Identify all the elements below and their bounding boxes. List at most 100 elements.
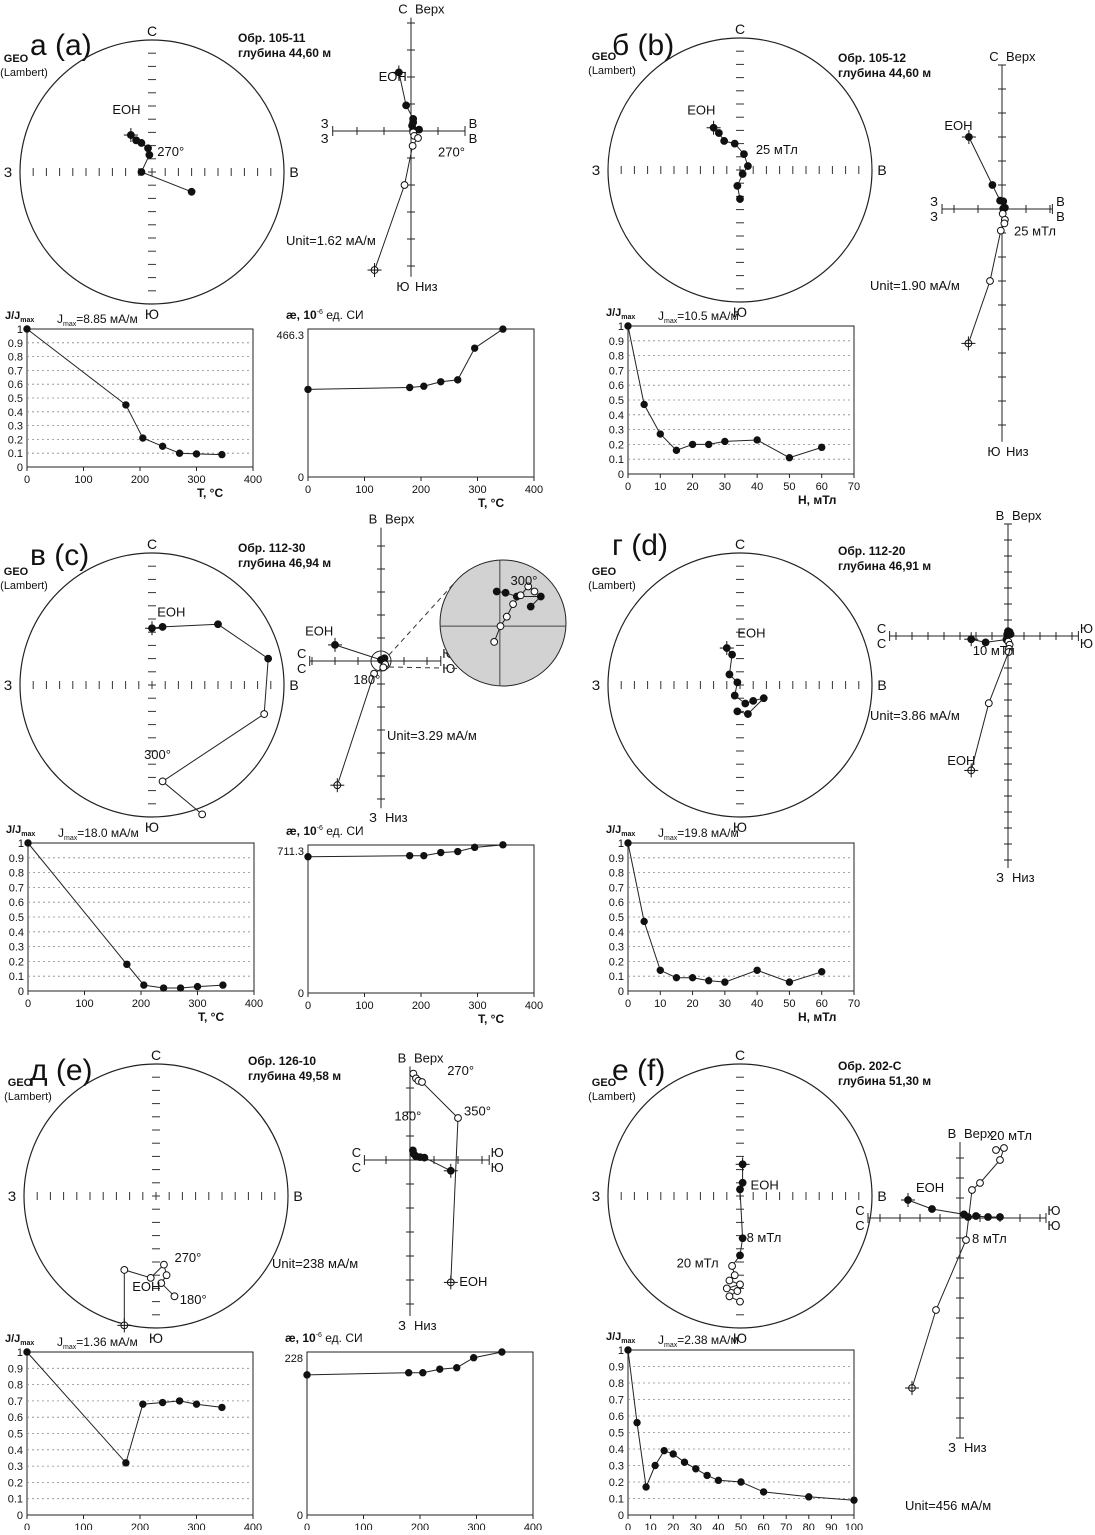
stereo-south-label: Ю [733,304,747,320]
plot-y-axis-symbol: æ, 10 [286,824,317,838]
susceptibility-plot: 466.3 0 æ, 10-6 ед. СИ 0 100 200 300 400 T, °C [276,308,543,510]
demagnetization-plot: 0 0.1 0.2 0.3 0.4 0.5 0.6 0.7 0.8 0.9 1J/Jmax Jmax=… [6,824,263,1024]
plot-y-tick-label: 1 [618,838,624,850]
zijderveld-inset: 300° [370,559,567,687]
plot-x-tick-label: 400 [245,998,263,1010]
zijd-left-label: С [877,636,886,651]
zijd-annotation: ЕОН [379,69,407,84]
panel-letter: д (e) [30,1054,93,1087]
stereo-direction-point [730,139,739,148]
zijd-annotation: 180° [394,1108,421,1123]
zijd-bottom-label: Ю [987,444,1000,459]
inset-horizontal-point [492,587,501,596]
plot-frame [27,842,255,992]
plot-y-tick-label: 0.3 [8,1461,23,1473]
zijd-right-label: Ю [1080,636,1093,651]
stereo-west-label: З [592,162,600,178]
plot-y-axis-units: ед. СИ [323,824,364,838]
plot-x-tick-label: 200 [411,1522,429,1530]
sample-depth: глубина 44,60 м [238,46,331,60]
plot-jmax-label: Jmax=1.36 мА/м [57,1335,138,1351]
plot-x-tick-label: 300 [467,1522,485,1530]
stereonet-circle [23,1063,289,1329]
zijd-nrm-horizontal-marker [391,65,406,80]
plot-y-tick-label: 0.6 [609,897,624,909]
plot-data-point [692,1465,700,1473]
plot-data-point [192,450,201,458]
zijd-vertical-point [1000,219,1009,228]
zijd-annotation: ЕОН [916,1180,944,1195]
plot-data-point [158,1398,167,1407]
plot-data-point [24,839,32,847]
plot-data-point [753,966,761,974]
sample-id: Обр. 202-С [838,1059,902,1073]
plot-y-tick-label: 0.1 [609,971,624,983]
plot-x-axis-label: T, °C [478,496,504,510]
plot-x-tick-label: 0 [305,1000,311,1012]
plot-x-tick-label: 400 [525,1000,543,1012]
stereo-direction-point [741,699,750,708]
plot-y-tick-label: 0.6 [9,897,24,909]
zijd-left-label: С [877,621,886,636]
stereo-direction-point [728,650,736,659]
plot-y-axis-units: ед. СИ [322,1331,363,1345]
zijd-horizontal-point [972,1212,980,1220]
stereo-direction-point [728,1262,736,1270]
plot-x-tick-label: 10 [644,1522,656,1530]
plot-x-tick-label: 30 [719,998,731,1010]
stereo-projection-sublabel: (Lambert) [588,1091,636,1103]
plot-data-point [721,437,729,446]
zijd-left-label: С [855,1203,864,1218]
plot-x-tick-label: 100 [75,998,93,1010]
plot-y-tick-label: 0.5 [609,395,624,407]
plot-x-tick-label: 200 [131,1522,149,1530]
plot-jmax-sub: max [64,835,78,842]
stereo-nrm-marker [735,1157,750,1172]
zijd-annotation: 270° [438,145,465,160]
plot-y-tick-label: 0.3 [609,425,624,437]
zijd-unit-label: Unit=1.90 мА/м [870,278,960,293]
plot-y-axis-label: J/Jmax [606,307,635,321]
zijd-right-label: В [469,131,478,146]
zijd-unit-label: Unit=3.86 мА/м [870,708,960,723]
plot-y-tick-label: 0.5 [8,393,23,405]
stereo-direction-point [187,187,196,196]
demagnetization-plot: 0 0.1 0.2 0.3 0.4 0.5 0.6 0.7 0.8 0.9 1J/Jmax Jmax=… [5,1333,262,1535]
plot-data-point [470,843,479,852]
plot-x-tick-label: 100 [355,1000,373,1012]
inset-connector [388,666,459,669]
plot-x-axis-label: T, °C [197,486,223,500]
plot-y-axis-label: J/Jmax [5,1333,34,1347]
stereo-east-label: В [289,164,298,180]
stereo-projection-label: GEO [4,53,29,65]
plot-x-tick-label: 40 [712,1522,724,1530]
plot-jmax-label: Jmax=19.8 мА/м [658,826,739,842]
plot-data-point [123,960,131,969]
plot-y-axis-label-sub: max [20,317,34,324]
inset-horizontal-point [526,602,535,611]
panel-letter: б (b) [612,29,674,62]
zijd-horizontal-point [1006,630,1015,638]
zijd-annotation: 20 мТл [990,1128,1032,1143]
zijd-left-label: З [321,116,329,131]
plot-x-tick-label: 70 [848,998,860,1010]
zijd-annotation: 25 мТл [1014,223,1056,238]
plot-x-tick-label: 100 [355,484,373,496]
plot-data-point [175,449,184,457]
plot-data-point [737,1478,745,1486]
plot-y-axis-label: æ, 10-6 ед. СИ [286,308,364,322]
plot-data-point [304,853,312,861]
plot-x-tick-label: 0 [24,474,30,486]
plot-data-point [705,440,713,449]
plot-y-tick-label: 0.4 [9,927,24,939]
stereo-direction-point [736,1280,744,1289]
zijd-left-label: З [930,209,938,224]
plot-y-tick-label: 0.3 [609,942,624,954]
plot-x-tick-label: 30 [690,1522,702,1530]
stereo-direction-point [733,678,742,687]
plot-y-tick-label: 0.1 [9,971,24,983]
plot-x-tick-label: 50 [783,998,795,1010]
